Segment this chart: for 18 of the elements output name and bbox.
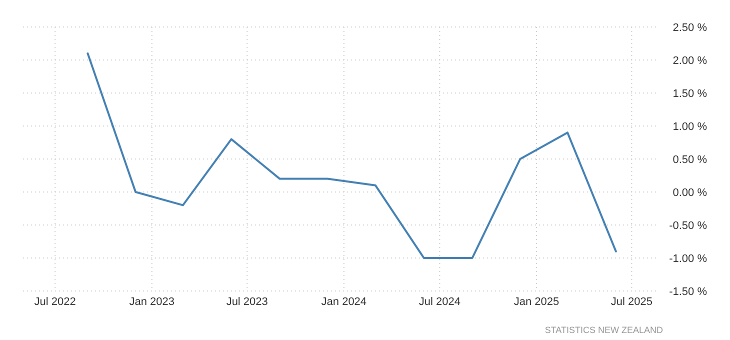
x-tick-label: Jul 2024 — [418, 296, 460, 308]
y-tick-label: 1.00 % — [672, 121, 708, 133]
y-tick-label: 1.50 % — [672, 88, 708, 100]
y-tick-label: 0.00 % — [672, 187, 708, 199]
x-tick-label: Jan 2025 — [514, 296, 560, 308]
line-series — [86, 52, 617, 259]
y-tick-label: -1.00 % — [669, 253, 708, 265]
y-tick-label: 0.50 % — [672, 154, 708, 166]
y-tick-label: -0.50 % — [669, 220, 708, 232]
x-tick-label: Jul 2023 — [226, 296, 268, 308]
x-tick-label: Jul 2022 — [34, 296, 76, 308]
y-tick-label: -1.50 % — [669, 286, 708, 298]
y-tick-label: 2.00 % — [672, 55, 708, 67]
x-tick-label: Jan 2024 — [321, 296, 367, 308]
x-tick-label: Jan 2023 — [129, 296, 175, 308]
x-tick-label: Jul 2025 — [610, 296, 652, 308]
text: STATISTICS NEW ZEALAND — [544, 325, 664, 335]
y-tick-label: 2.50 % — [672, 22, 708, 34]
